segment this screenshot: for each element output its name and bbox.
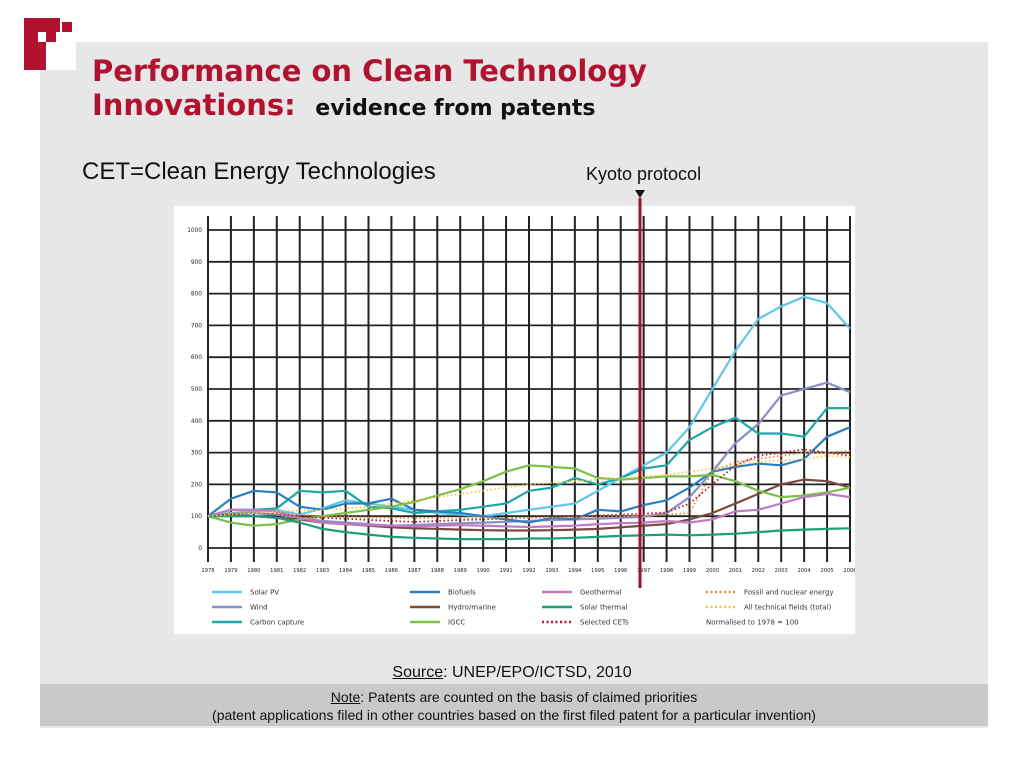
legend-label: Biofuels [448,589,476,597]
x-tick-label: 1997 [637,568,650,574]
x-tick-label: 1979 [224,568,237,574]
x-tick-label: 1983 [316,568,329,574]
x-tick-label: 1984 [339,568,353,574]
x-tick-label: 1990 [477,568,490,574]
x-tick-label: 1988 [431,568,444,574]
legend-normalised-note: Normalised to 1978 = 100 [706,619,799,627]
y-tick-label: 100 [191,514,202,520]
note-line-2: (patent applications filed in other coun… [212,707,816,723]
x-tick-label: 2002 [752,568,765,574]
x-tick-label: 1986 [385,568,398,574]
source-text: : UNEP/EPO/ICTSD, 2010 [443,664,632,681]
x-tick-label: 2003 [775,568,788,574]
x-tick-label: 2004 [798,568,812,574]
x-tick-label: 1982 [293,568,306,574]
x-tick-label: 1995 [591,568,604,574]
x-tick-label: 1980 [247,568,260,574]
x-tick-label: 2001 [729,568,742,574]
y-tick-label: 800 [191,292,202,298]
series-line [207,450,851,520]
legend-label: Fossil and nuclear energy [744,589,834,597]
chart-panel: 1978 1979 1980 1981 1982 1983 1984 1985 1986 1987… [174,206,857,634]
cet-definition: CET=Clean Energy Technologies [82,158,436,185]
x-tick-label: 1987 [408,568,421,574]
note-text: Note: Patents are counted on the basis o… [40,688,988,724]
y-tick-label: 0 [198,546,202,552]
legend-label: Hydro/marine [448,604,496,612]
source-label: Source [392,664,444,681]
x-tick-label: 2000 [706,568,719,574]
title-line-2: Innovations: [92,88,296,123]
y-tick-label: 1000 [187,228,202,234]
series-line [207,407,850,518]
slide-title: Performance on Clean Technology Innovati… [92,54,647,122]
y-tick-label: 900 [191,260,202,266]
y-tick-label: 600 [191,355,202,361]
y-tick-label: 200 [191,482,202,488]
legend-label: Solar thermal [580,604,627,612]
x-tick-label: 1999 [683,568,696,574]
series-line [207,492,851,529]
note-label: Note [330,689,361,705]
x-tick-label: 1992 [522,568,535,574]
legend-label: IGCC [448,619,465,627]
y-tick-label: 500 [191,387,202,393]
series-line [207,464,851,527]
legend-label: All technical fields (total) [744,604,832,612]
x-tick-label: 2005 [820,568,833,574]
series-line [207,426,851,524]
series-line [207,295,851,518]
x-tick-label: 1989 [454,568,467,574]
source-caption: Source: UNEP/EPO/ICTSD, 2010 [0,664,1024,682]
legend-label: Selected CETs [580,619,629,627]
x-tick-label: 2006 [843,568,855,574]
x-tick-label: 1994 [568,568,582,574]
x-tick-label: 1993 [545,568,558,574]
y-tick-label: 700 [191,323,202,329]
x-tick-label: 1998 [660,568,673,574]
y-tick-label: 300 [191,451,202,457]
legend-label: Wind [250,604,268,612]
title-line-1: Performance on Clean Technology [92,54,647,88]
title-subtitle: evidence from patents [315,96,596,122]
x-tick-label: 1991 [499,568,512,574]
patent-line-chart: 1978 1979 1980 1981 1982 1983 1984 1985 1986 1987… [187,216,857,627]
x-tick-label: 1981 [270,568,283,574]
y-tick-label: 400 [191,419,202,425]
x-tick-label: 1996 [614,568,627,574]
legend-label: Geothermal [580,589,621,597]
brand-logo-icon [24,18,76,70]
note-line-1: : Patents are counted on the basis of cl… [360,689,698,705]
x-tick-label: 1985 [362,568,375,574]
note-bar: Note: Patents are counted on the basis o… [40,684,988,726]
series-line [208,515,851,541]
x-tick-label: 1978 [201,568,214,574]
legend-label: Solar PV [250,589,279,597]
legend-label: Carbon capture [250,619,304,627]
kyoto-protocol-label: Kyoto protocol [586,164,702,184]
